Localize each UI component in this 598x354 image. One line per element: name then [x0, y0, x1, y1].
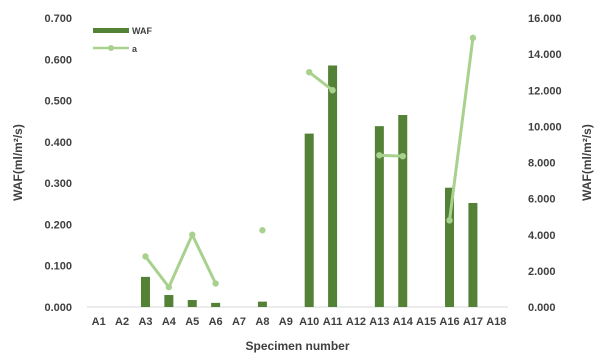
line-segment [143, 233, 218, 289]
y2-tick-label: 4.000 [528, 230, 556, 242]
x-tick-label: A4 [162, 316, 177, 328]
bar [187, 299, 197, 307]
line-point [329, 87, 336, 94]
y-tick-label: 0.200 [44, 219, 72, 231]
line-segment [448, 36, 475, 222]
line-point [399, 152, 406, 160]
line-segment [307, 70, 335, 92]
bar [398, 115, 408, 308]
x-tick-label: A3 [138, 316, 152, 328]
right-y-axis-ticks: 0.000 2.000 4.000 6.000 8.000 10.000 12.000 14.… [528, 13, 562, 314]
x-axis-label: Specimen number [245, 339, 349, 353]
x-tick-label: A6 [209, 316, 223, 328]
x-tick-label: A14 [393, 316, 414, 328]
x-tick-label: A13 [369, 316, 389, 328]
line-point [165, 283, 173, 291]
y2-tick-label: 14.000 [528, 49, 562, 61]
x-tick-label: A8 [255, 316, 269, 328]
line-point [189, 231, 196, 238]
x-axis-ticks: A1 A2 A3 A4 A5 A6 A7 A8 A9 A10 A11 A12 A13 A14 A15 A16 A… [92, 316, 507, 328]
bar [257, 301, 267, 307]
legend: WAF a [93, 26, 152, 54]
y2-tick-label: 2.000 [528, 266, 556, 278]
x-tick-label: A10 [299, 316, 319, 328]
x-tick-label: A11 [323, 316, 343, 328]
y2-tick-label: 12.000 [528, 85, 562, 97]
x-tick-label: A16 [439, 316, 459, 328]
legend-waf-label: WAF [132, 26, 152, 36]
x-tick-label: A17 [463, 316, 483, 328]
x-tick-label: A7 [232, 316, 246, 328]
line-point [305, 68, 313, 76]
line-point [376, 152, 383, 159]
bar [445, 187, 455, 307]
bar [211, 302, 221, 307]
y2-tick-label: 8.000 [528, 158, 556, 170]
a-line-series [143, 36, 475, 289]
y-axis-label: WAF(ml/m²/s) [11, 124, 25, 201]
bar [328, 65, 338, 307]
line-point [446, 217, 453, 224]
y-tick-label: 0.400 [44, 137, 72, 149]
y-tick-label: 0.700 [44, 13, 72, 25]
y2-tick-label: 6.000 [528, 194, 556, 206]
a-points [142, 34, 477, 291]
y2-tick-label: 16.000 [528, 13, 562, 25]
x-tick-label: A2 [115, 316, 129, 328]
y-tick-label: 0.600 [44, 54, 72, 66]
waf-bars [140, 65, 478, 308]
legend-waf-swatch [93, 28, 129, 33]
line-point [469, 34, 477, 42]
x-tick-label: A12 [346, 316, 366, 328]
bar [140, 276, 150, 307]
y-tick-label: 0.300 [44, 178, 72, 190]
bar [304, 133, 314, 307]
x-tick-label: A18 [486, 316, 506, 328]
bar [468, 202, 478, 307]
left-y-axis-ticks: 0.000 0.100 0.200 0.300 0.400 0.500 0.600 0.700 [44, 13, 72, 314]
y2-axis-label: WAF(ml/m²/s) [580, 124, 594, 201]
x-tick-label: A15 [416, 316, 436, 328]
legend-a-label: a [132, 44, 138, 54]
y-tick-label: 0.000 [44, 302, 72, 314]
line-point [259, 227, 266, 234]
y-tick-label: 0.100 [44, 261, 72, 273]
y-tick-label: 0.500 [44, 96, 72, 108]
bar [374, 126, 384, 307]
y2-tick-label: 0.000 [528, 302, 556, 314]
y2-tick-label: 10.000 [528, 121, 562, 133]
x-tick-label: A1 [92, 316, 106, 328]
line-point [212, 280, 219, 287]
x-tick-label: A5 [185, 316, 199, 328]
bar [164, 295, 174, 307]
x-tick-label: A9 [279, 316, 293, 328]
line-segment [377, 153, 405, 158]
line-point [142, 253, 149, 260]
legend-a-swatch-marker [108, 45, 114, 51]
